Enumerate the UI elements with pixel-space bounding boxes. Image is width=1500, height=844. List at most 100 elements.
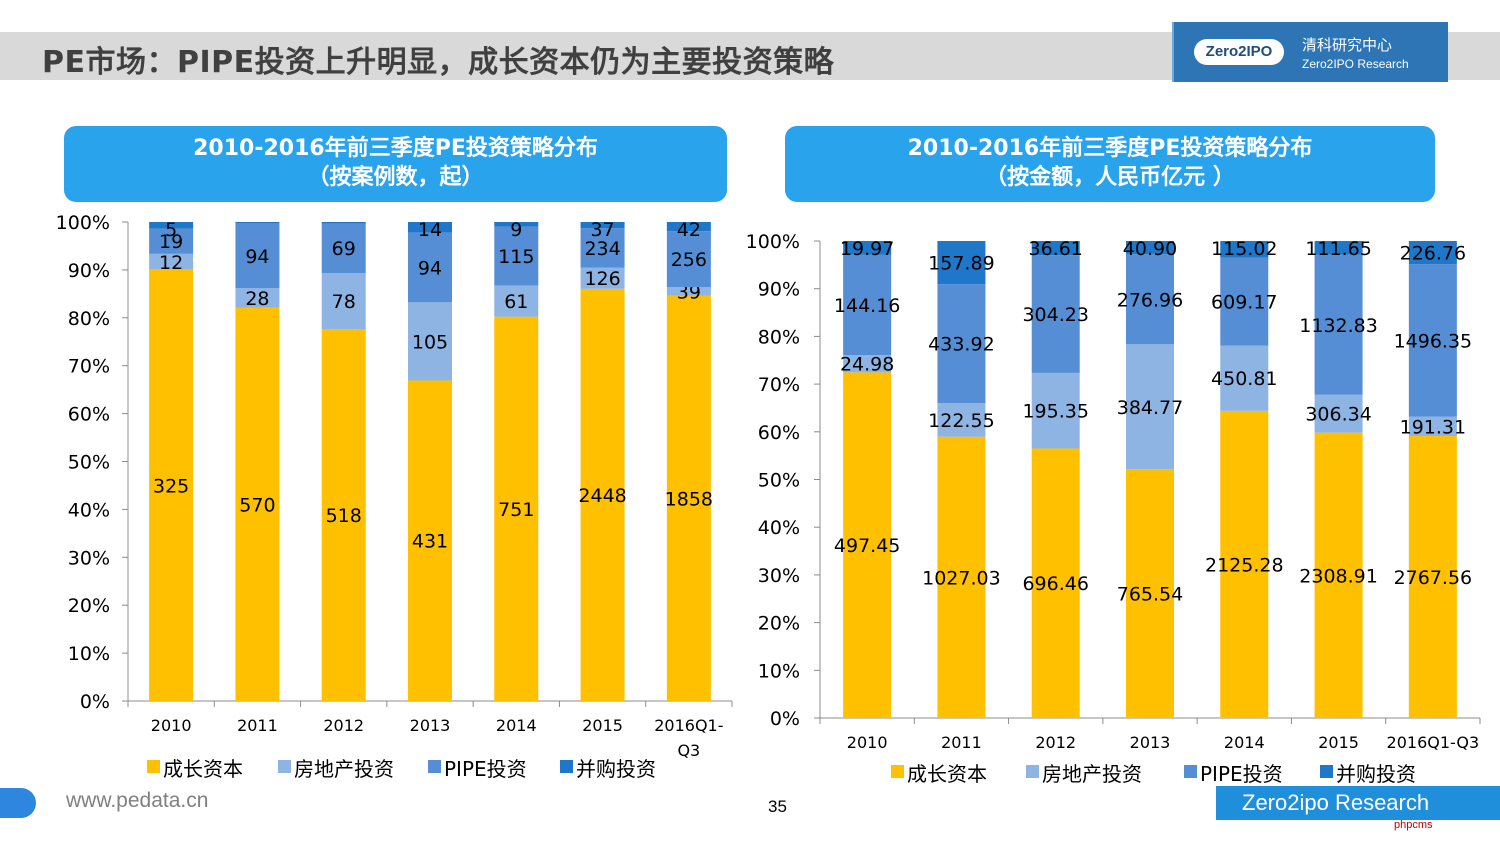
- left-bar-ma: [580, 222, 625, 229]
- left-data-label: 518: [326, 505, 362, 527]
- right-bar-pipe: [1314, 254, 1363, 395]
- left-legend-label-pipe: PIPE投资: [444, 757, 527, 781]
- right-bar-pipe: [1031, 255, 1080, 373]
- right-bar-ma: [1314, 241, 1363, 255]
- right-bar-realestate: [1408, 416, 1457, 437]
- left-category-label: 2015: [582, 716, 623, 735]
- right-category-label: 2012: [1035, 733, 1076, 752]
- right-data-label: 36.61: [1029, 238, 1083, 260]
- left-bar-realestate: [666, 287, 711, 296]
- left-data-label: 325: [153, 475, 189, 497]
- right-bar-ma: [843, 241, 892, 255]
- right-data-label: 765.54: [1117, 584, 1183, 606]
- right-data-label: 1496.35: [1394, 330, 1473, 352]
- right-data-label: 304.23: [1022, 304, 1088, 326]
- footer-url[interactable]: www.pedata.cn: [66, 789, 209, 812]
- right-bar-realestate: [1314, 394, 1363, 433]
- right-data-label: 226.76: [1400, 243, 1466, 265]
- right-data-label: 306.34: [1305, 404, 1371, 426]
- left-bar-realestate: [408, 302, 452, 381]
- right-data-label: 195.35: [1022, 401, 1088, 423]
- right-bar-growth: [937, 436, 986, 718]
- left-legend-swatch-realestate: [278, 760, 291, 773]
- right-bar-realestate: [937, 403, 986, 437]
- right-category-label: 2015: [1318, 733, 1359, 752]
- right-legend-label-growth: 成长资本: [907, 762, 987, 786]
- left-bar-pipe: [494, 226, 539, 286]
- left-data-label: 28: [245, 288, 269, 310]
- left-data-label: 12: [159, 252, 183, 274]
- left-y-tick-label: 10%: [68, 643, 110, 665]
- right-bar-realestate: [1220, 345, 1269, 411]
- left-bar-realestate: [149, 253, 194, 270]
- right-bar-pipe: [1126, 254, 1174, 345]
- left-category-label-cont: Q3: [677, 741, 700, 760]
- right-bar-pipe: [937, 284, 986, 404]
- right-data-label: 450.81: [1211, 368, 1277, 390]
- right-y-tick-label: 90%: [758, 279, 800, 301]
- right-y-tick-label: 100%: [746, 231, 800, 253]
- right-data-label: 1027.03: [922, 567, 1001, 589]
- right-data-label: 609.17: [1211, 292, 1277, 314]
- right-category-label: 2016Q1-Q3: [1387, 733, 1480, 752]
- left-bar-growth: [321, 329, 366, 701]
- left-y-tick-label: 70%: [68, 356, 110, 378]
- right-data-label: 2308.91: [1299, 565, 1378, 587]
- left-category-label: 2011: [237, 716, 278, 735]
- left-bar-pipe: [321, 223, 366, 273]
- left-bar-growth: [666, 295, 711, 701]
- right-chart-header: 2010-2016年前三季度PE投资策略分布 （按金额，人民币亿元 ）: [785, 126, 1435, 202]
- left-y-tick-label: 80%: [68, 308, 110, 330]
- left-bar-ma: [494, 222, 539, 227]
- right-data-label: 497.45: [834, 535, 900, 557]
- left-bar-growth: [408, 380, 452, 701]
- left-chart-subtitle: （按案例数，起）: [307, 165, 484, 190]
- left-bar-realestate: [235, 288, 280, 308]
- left-y-tick-label: 0%: [80, 691, 110, 713]
- right-data-label: 433.92: [928, 334, 994, 356]
- left-chart-header: 2010-2016年前三季度PE投资策略分布 （按案例数，起）: [64, 126, 727, 202]
- left-category-label: 2014: [496, 716, 537, 735]
- right-bar-realestate: [1126, 344, 1174, 470]
- right-y-tick-label: 20%: [758, 613, 800, 635]
- right-data-label: 144.16: [834, 295, 900, 317]
- right-bar-realestate: [1031, 372, 1080, 449]
- left-data-label: 9: [510, 219, 522, 241]
- left-data-label: 1858: [665, 488, 713, 510]
- right-bar-pipe: [843, 254, 892, 356]
- right-data-label: 2767.56: [1394, 567, 1473, 589]
- right-data-label: 1132.83: [1299, 315, 1378, 337]
- page-number: 35: [768, 797, 787, 816]
- right-y-tick-label: 80%: [758, 326, 800, 348]
- right-bar-ma: [1408, 241, 1457, 265]
- left-bar-ma: [321, 222, 366, 224]
- left-category-label: 2013: [410, 716, 451, 735]
- right-category-label: 2013: [1130, 733, 1171, 752]
- left-y-tick-label: 30%: [68, 547, 110, 569]
- zero2ipo-logo: Zero2IPO 清科研究中心 Zero2IPO Research: [1172, 22, 1448, 82]
- right-data-label: 122.55: [928, 410, 994, 432]
- left-y-tick-label: 50%: [68, 452, 110, 474]
- left-bar-ma: [666, 222, 711, 232]
- right-legend-swatch-growth: [891, 765, 904, 778]
- left-data-label: 94: [418, 257, 442, 279]
- right-bar-pipe: [1408, 264, 1457, 417]
- left-bar-realestate: [494, 285, 539, 317]
- left-bar-pipe: [149, 228, 194, 254]
- page-title: PE市场：PIPE投资上升明显，成长资本仍为主要投资策略: [42, 45, 835, 80]
- left-y-tick-label: 20%: [68, 595, 110, 617]
- right-y-tick-label: 30%: [758, 565, 800, 587]
- left-bar-realestate: [580, 267, 625, 289]
- left-bar-ma: [408, 222, 452, 233]
- left-data-label: 69: [332, 238, 356, 260]
- left-bar-ma: [149, 222, 194, 229]
- left-data-label: 570: [239, 494, 275, 516]
- right-y-tick-label: 70%: [758, 374, 800, 396]
- right-data-label: 191.31: [1400, 416, 1466, 438]
- right-bar-ma: [937, 241, 986, 285]
- logo-chinese-name: 清科研究中心: [1302, 36, 1393, 54]
- left-legend-swatch-ma: [560, 760, 573, 773]
- right-data-label: 384.77: [1117, 397, 1183, 419]
- right-bar-ma: [1031, 241, 1080, 256]
- right-legend-label-pipe: PIPE投资: [1200, 762, 1283, 786]
